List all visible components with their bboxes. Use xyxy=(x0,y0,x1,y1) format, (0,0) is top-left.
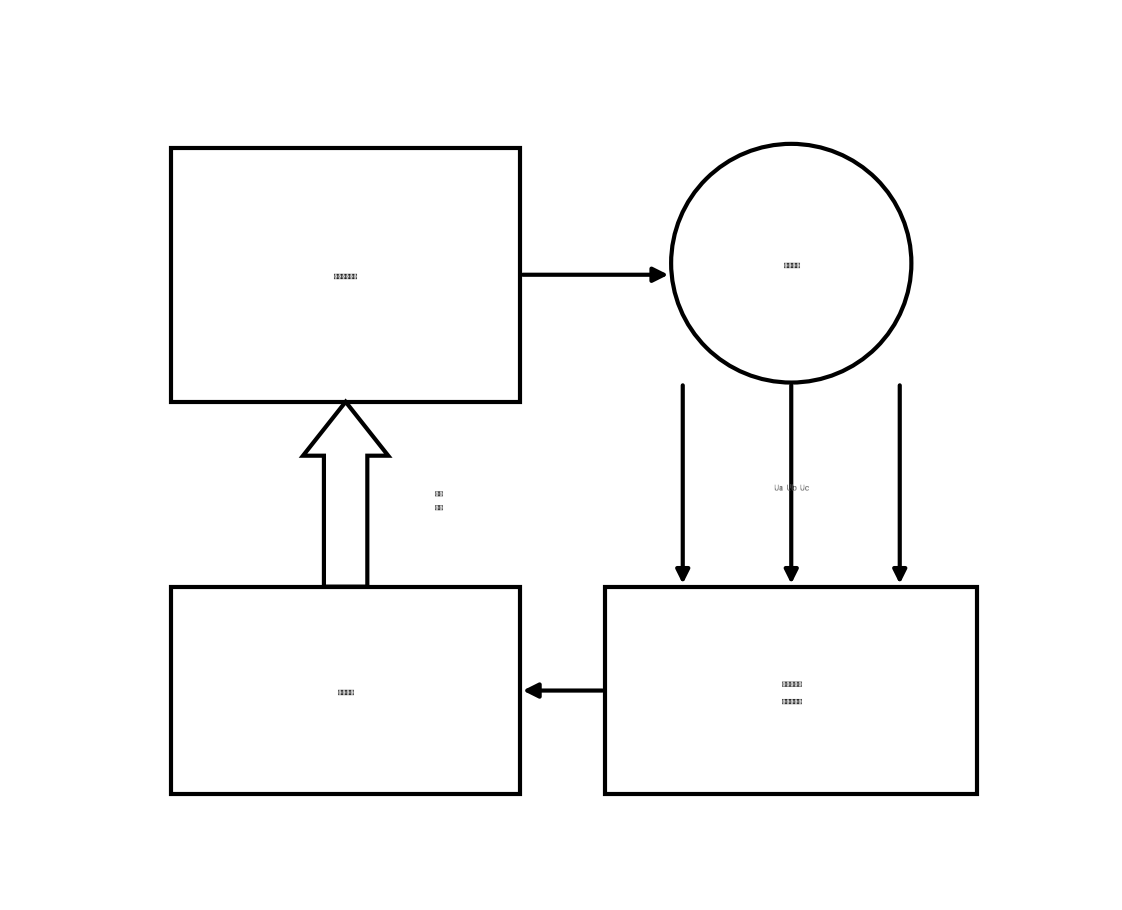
Bar xyxy=(172,587,519,794)
Bar xyxy=(605,587,977,794)
Bar xyxy=(172,147,519,402)
Polygon shape xyxy=(303,402,388,587)
Circle shape xyxy=(671,144,911,382)
